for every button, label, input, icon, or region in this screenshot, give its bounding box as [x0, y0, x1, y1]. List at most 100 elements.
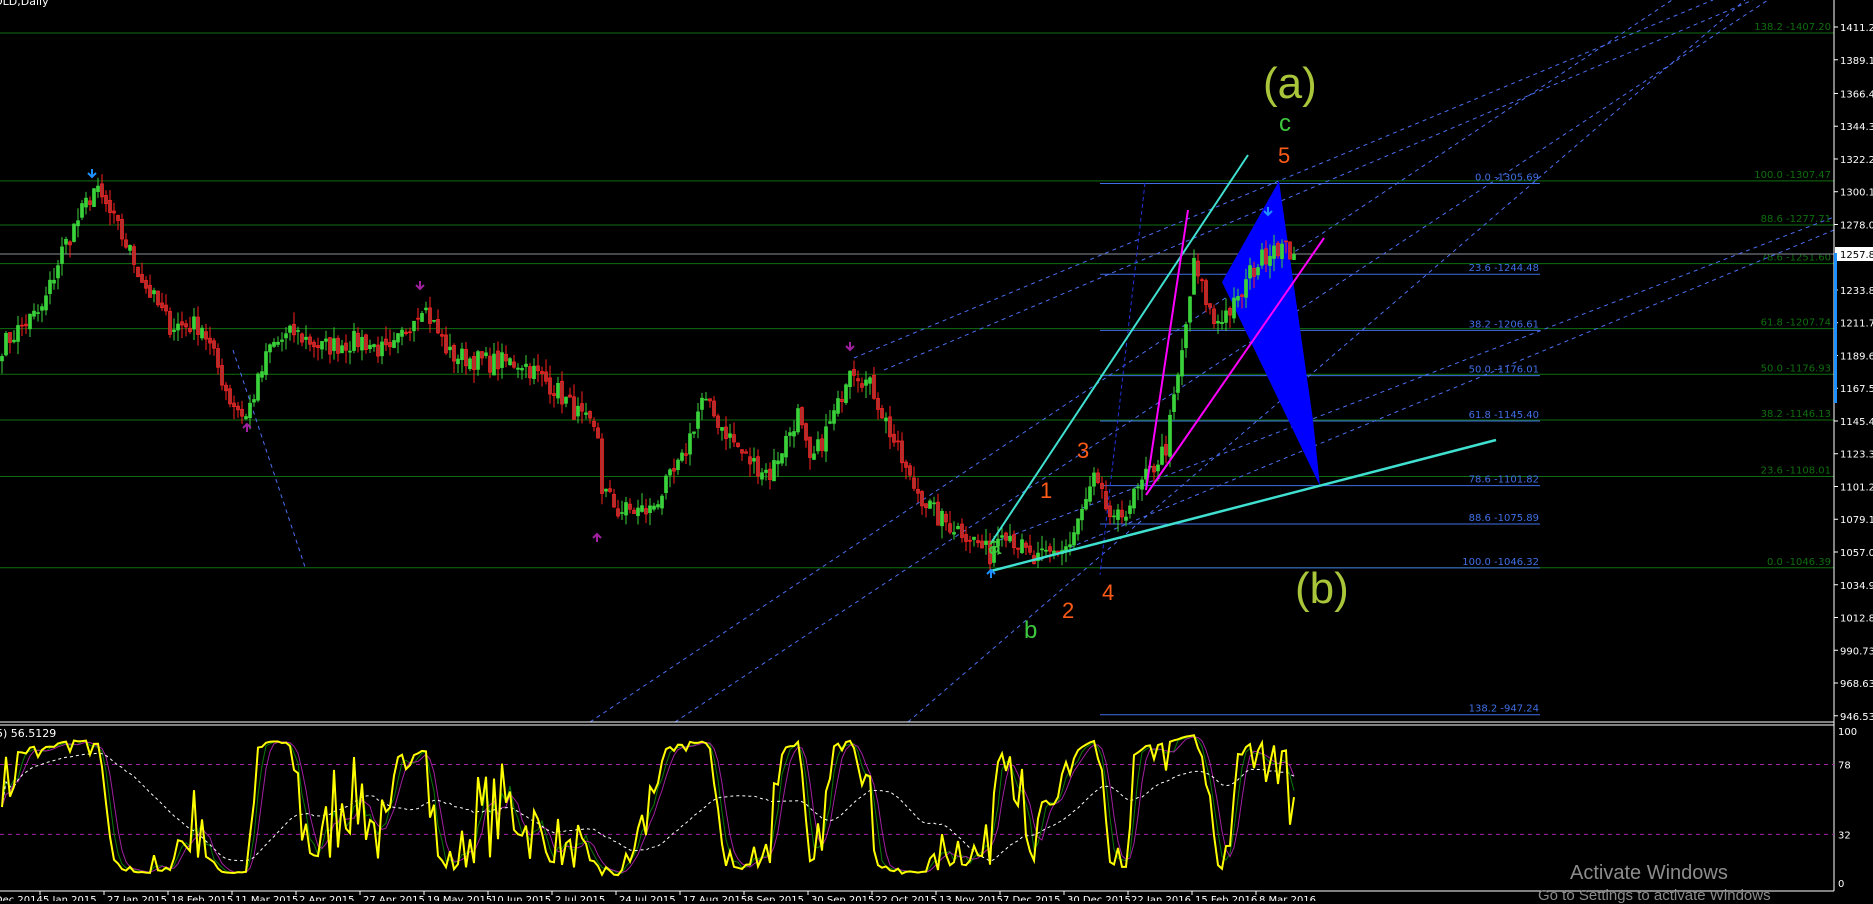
candle[interactable]	[632, 507, 636, 514]
candle[interactable]	[1028, 534, 1032, 556]
candle[interactable]	[232, 395, 236, 420]
candle[interactable]	[816, 431, 820, 455]
candle[interactable]	[220, 358, 224, 391]
candle[interactable]	[1044, 540, 1048, 559]
candle[interactable]	[1024, 540, 1028, 555]
candle[interactable]	[1012, 530, 1016, 555]
candle[interactable]	[176, 312, 180, 341]
candle[interactable]	[1244, 268, 1248, 308]
candle[interactable]	[528, 362, 532, 386]
candle[interactable]	[144, 276, 148, 294]
candle[interactable]	[140, 262, 144, 283]
candle[interactable]	[844, 383, 848, 405]
candle[interactable]	[688, 422, 692, 466]
candle[interactable]	[832, 403, 836, 431]
price-axis[interactable]: 1411.28 1389.18 1366.43 1344.33 1322.23 1300.…	[1834, 23, 1873, 723]
candle[interactable]	[236, 401, 240, 418]
candle[interactable]	[740, 449, 744, 461]
candle[interactable]	[180, 311, 184, 339]
candle[interactable]	[1108, 500, 1112, 525]
candle[interactable]	[328, 336, 332, 364]
candle[interactable]	[968, 535, 972, 554]
candle[interactable]	[616, 499, 620, 519]
candle[interactable]	[784, 430, 788, 466]
candle[interactable]	[596, 422, 600, 439]
candle[interactable]	[924, 503, 928, 518]
candle[interactable]	[928, 498, 932, 509]
candle[interactable]	[912, 466, 916, 492]
candle[interactable]	[428, 296, 432, 333]
candle[interactable]	[588, 410, 592, 424]
candle[interactable]	[512, 355, 516, 369]
candle[interactable]	[1184, 321, 1188, 358]
candle[interactable]	[604, 488, 608, 498]
candle[interactable]	[612, 488, 616, 508]
candle[interactable]	[76, 208, 80, 238]
candle[interactable]	[208, 326, 212, 355]
candle[interactable]	[736, 442, 740, 448]
candle[interactable]	[436, 309, 440, 335]
candle[interactable]	[484, 347, 488, 359]
channel-line[interactable]	[232, 349, 306, 568]
candle[interactable]	[64, 236, 68, 254]
candle[interactable]	[1116, 504, 1120, 532]
candle[interactable]	[1220, 310, 1224, 330]
candle[interactable]	[28, 313, 32, 338]
candle[interactable]	[1032, 550, 1036, 565]
candle[interactable]	[956, 522, 960, 530]
candle[interactable]	[652, 502, 656, 512]
candle[interactable]	[352, 323, 356, 354]
candle[interactable]	[464, 342, 468, 375]
candle[interactable]	[460, 342, 464, 373]
candle[interactable]	[448, 333, 452, 359]
candle[interactable]	[244, 413, 248, 421]
candle[interactable]	[12, 330, 16, 344]
candle[interactable]	[304, 325, 308, 350]
candle[interactable]	[660, 494, 664, 515]
candle[interactable]	[104, 190, 108, 212]
candle[interactable]	[676, 458, 680, 475]
candle[interactable]	[948, 511, 952, 535]
candle[interactable]	[592, 417, 596, 432]
candle[interactable]	[68, 240, 72, 258]
candle[interactable]	[216, 343, 220, 375]
candle[interactable]	[20, 317, 24, 336]
candle[interactable]	[1000, 524, 1004, 547]
candle[interactable]	[904, 459, 908, 480]
candle[interactable]	[728, 423, 732, 449]
candle[interactable]	[392, 332, 396, 349]
candle[interactable]	[152, 287, 156, 303]
candle[interactable]	[1268, 244, 1272, 279]
trend-line-cyan-lower[interactable]	[990, 438, 1497, 573]
candle[interactable]	[1004, 531, 1008, 548]
candle[interactable]	[1160, 433, 1164, 466]
candle[interactable]	[1120, 500, 1124, 524]
candle[interactable]	[720, 427, 724, 441]
candle[interactable]	[556, 376, 560, 404]
candle[interactable]	[24, 314, 28, 334]
candle[interactable]	[60, 237, 64, 276]
candle[interactable]	[204, 323, 208, 350]
candle[interactable]	[568, 387, 572, 398]
candle[interactable]	[640, 493, 644, 513]
candle[interactable]	[476, 349, 480, 376]
candle[interactable]	[156, 290, 160, 308]
candle[interactable]	[380, 336, 384, 365]
candle[interactable]	[212, 337, 216, 356]
channel-line[interactable]	[883, 0, 1754, 371]
candle[interactable]	[260, 365, 264, 383]
candle[interactable]	[336, 335, 340, 362]
candle[interactable]	[772, 448, 776, 482]
candle[interactable]	[88, 196, 92, 211]
candle[interactable]	[356, 327, 360, 353]
candle[interactable]	[840, 391, 844, 413]
candle[interactable]	[920, 490, 924, 515]
candle[interactable]	[172, 318, 176, 341]
candle[interactable]	[272, 338, 276, 349]
candle[interactable]	[8, 332, 12, 354]
candle[interactable]	[916, 477, 920, 503]
candle[interactable]	[888, 405, 892, 449]
candle[interactable]	[708, 398, 712, 408]
channel-line[interactable]	[674, 0, 1769, 723]
